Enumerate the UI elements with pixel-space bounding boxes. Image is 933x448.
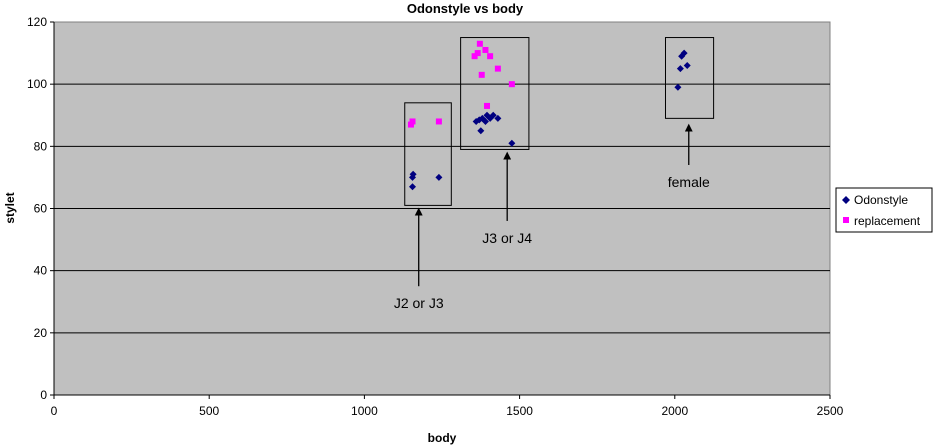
legend-marker-replacement: [843, 217, 849, 223]
annotation-label: J3 or J4: [482, 230, 532, 246]
data-point-odonstyle: [489, 111, 497, 119]
x-tick-label: 1500: [506, 404, 533, 418]
data-point-odonstyle: [435, 173, 443, 181]
annotation-box: [404, 102, 452, 206]
data-point-replacement: [482, 46, 489, 53]
data-point-replacement: [487, 53, 494, 60]
data-point-replacement: [476, 40, 483, 47]
data-point-odonstyle: [683, 62, 691, 70]
x-axis-label: body: [428, 431, 457, 445]
data-point-replacement: [494, 65, 501, 72]
annotation-boxes: [404, 37, 715, 206]
y-tick-label: 80: [34, 139, 48, 153]
data-point-replacement: [409, 118, 416, 125]
x-tick-label: 500: [199, 404, 219, 418]
axes: [50, 21, 831, 399]
legend-marker-odonstyle: [842, 196, 850, 204]
legend: Odonstyle replacement: [835, 187, 933, 233]
data-point-replacement: [474, 50, 481, 57]
data-points: [407, 40, 691, 191]
y-tick-label: 60: [34, 202, 48, 216]
x-tick-label: 2000: [661, 404, 688, 418]
data-point-replacement: [484, 102, 491, 109]
data-point-replacement: [508, 81, 515, 88]
legend-label-odonstyle: Odonstyle: [854, 193, 908, 207]
x-tick-label: 1000: [351, 404, 378, 418]
y-axis-label: stylet: [3, 192, 17, 223]
data-point-odonstyle: [508, 139, 516, 147]
data-point-replacement: [471, 53, 478, 60]
y-tick-label: 40: [34, 264, 48, 278]
data-point-odonstyle: [674, 83, 682, 91]
annotation-label: J2 or J3: [394, 295, 444, 311]
legend-box: [835, 187, 933, 233]
y-tick-label: 20: [34, 326, 48, 340]
chart-title: Odonstyle vs body: [407, 1, 524, 16]
y-tick-label: 120: [27, 15, 47, 29]
annotation-labels: J2 or J3 J3 or J4 female: [394, 174, 710, 311]
data-point-odonstyle: [676, 65, 684, 73]
tick-labels: 0 20 40 60 80 100 120 0 500 1000 1500 2000 2500: [27, 15, 844, 418]
data-point-odonstyle: [494, 114, 502, 122]
annotation-box: [664, 37, 715, 119]
data-point-odonstyle: [481, 117, 489, 125]
annotation-box: [460, 37, 530, 150]
data-point-replacement: [435, 118, 442, 125]
data-point-odonstyle: [409, 183, 417, 191]
legend-label-replacement: replacement: [854, 214, 921, 228]
y-tick-label: 0: [40, 388, 47, 402]
data-point-replacement: [478, 71, 485, 78]
annotation-label: female: [668, 174, 710, 190]
x-tick-label: 0: [51, 404, 58, 418]
annotation-arrows: [414, 123, 693, 287]
data-point-odonstyle: [477, 127, 485, 135]
data-point-odonstyle: [680, 49, 688, 57]
y-tick-label: 100: [27, 77, 47, 91]
data-point-replacement: [407, 121, 414, 128]
gridlines: [54, 83, 830, 334]
x-tick-label: 2500: [817, 404, 844, 418]
data-point-odonstyle: [409, 170, 417, 178]
